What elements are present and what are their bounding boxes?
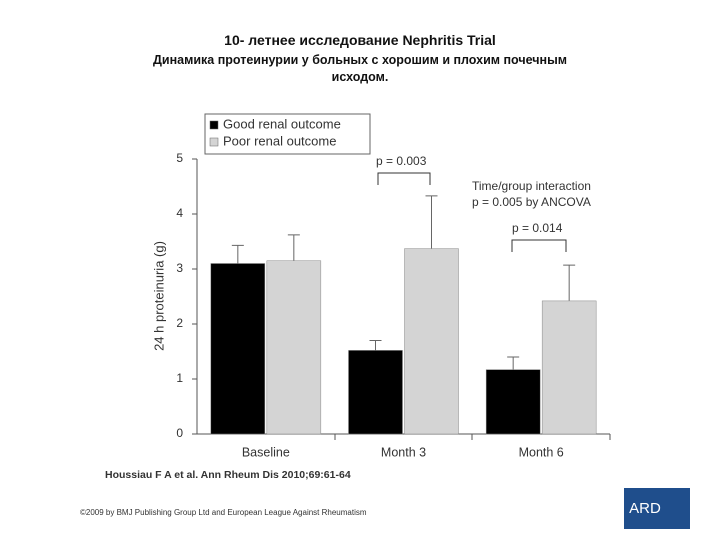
bar (348, 350, 403, 435)
legend-swatch (209, 120, 219, 130)
logo (624, 488, 690, 529)
y-tick-label: 4 (176, 206, 183, 220)
y-tick-label: 1 (176, 371, 183, 385)
error-bar (425, 195, 438, 249)
error-bar (287, 234, 300, 261)
legend-label: Poor renal outcome (223, 133, 336, 148)
bar (485, 369, 541, 435)
x-tick-label: Baseline (242, 445, 290, 459)
legend-swatch (209, 137, 219, 147)
y-tick-label: 2 (176, 316, 183, 330)
logo-text: ARD (629, 500, 661, 517)
y-tick-label: 0 (176, 426, 183, 440)
bracket (377, 172, 431, 185)
bar (404, 248, 459, 435)
annotation: p = 0.005 by ANCOVA (472, 195, 591, 209)
legend-label: Good renal outcome (223, 116, 341, 131)
slide-subtitle: Динамика протеинурии у больных с хорошим… (153, 53, 567, 84)
error-bar (369, 340, 382, 351)
annotation: Time/group interaction (472, 179, 591, 193)
annotation: p = 0.003 (376, 154, 427, 168)
bar (210, 263, 266, 435)
y-tick-label: 5 (176, 151, 183, 165)
annotation: p = 0.014 (512, 221, 563, 235)
legend (204, 113, 371, 155)
error-bar (563, 264, 576, 301)
x-tick-label: Month 6 (519, 445, 564, 459)
y-tick-label: 3 (176, 261, 183, 275)
y-axis-label: 24 h proteinuria (g) (151, 241, 166, 351)
bar (541, 300, 597, 435)
error-bar (507, 356, 520, 370)
bar (266, 260, 322, 435)
copyright: ©2009 by BMJ Publishing Group Ltd and Eu… (80, 508, 367, 517)
slide-title: 10- летнее исследование Nephritis Trial (224, 32, 496, 48)
x-tick-label: Month 3 (381, 445, 426, 459)
citation: Houssiau F A et al. Ann Rheum Dis 2010;6… (105, 469, 351, 481)
bracket (511, 239, 567, 252)
error-bar (231, 244, 244, 264)
